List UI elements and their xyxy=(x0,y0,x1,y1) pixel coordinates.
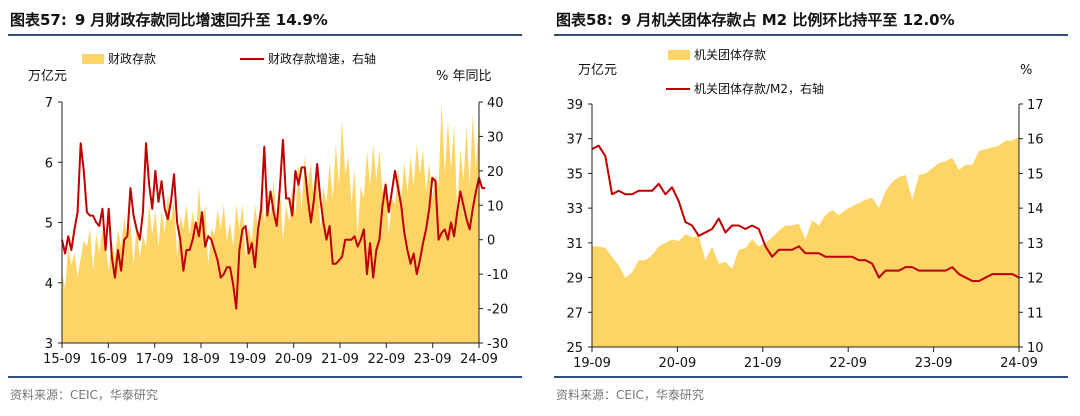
right-tick-label: 20 xyxy=(487,165,504,180)
left-tick-label: 6 xyxy=(45,156,53,171)
x-tick-label: 23-09 xyxy=(915,356,953,371)
x-tick-label: 18-09 xyxy=(182,352,220,367)
chart-panel-institution-deposits: 图表58: 9 月机关团体存款占 M2 比例环比持平至 12.0% 25 27 29 3… xyxy=(546,0,1078,416)
left-tick-label: 29 xyxy=(566,272,583,287)
right-tick-label: 40 xyxy=(487,96,504,111)
x-tick-label: 15-09 xyxy=(43,352,81,367)
left-tick-label: 7 xyxy=(45,96,53,111)
left-tick-label: 25 xyxy=(566,341,583,356)
left-tick-label: 35 xyxy=(566,167,583,182)
left-tick-label: 31 xyxy=(566,237,583,252)
right-tick-label: -30 xyxy=(487,337,508,352)
left-tick-label: 27 xyxy=(566,306,583,321)
right-tick-label: 16 xyxy=(1027,133,1044,148)
chart-svg: 3 4 5 6 7 -30 -20 -10 0 10 20 30 40 15-09 16-09 17-09 18… xyxy=(28,51,508,367)
source-rule xyxy=(554,376,1068,378)
right-tick-label: 30 xyxy=(487,130,504,145)
left-axis-unit: 万亿元 xyxy=(578,63,617,78)
left-axis-unit: 万亿元 xyxy=(28,69,67,84)
series-area xyxy=(62,102,479,343)
left-tick-label: 3 xyxy=(45,337,53,352)
right-tick-label: 17 xyxy=(1027,98,1044,113)
left-tick-label: 33 xyxy=(566,202,583,217)
x-tick-label: 21-09 xyxy=(321,352,359,367)
right-tick-label: 0 xyxy=(487,234,495,249)
right-axis-unit: % 年同比 xyxy=(436,69,492,84)
right-tick-label: 12 xyxy=(1027,272,1044,287)
title-rule xyxy=(554,34,1068,36)
series-line xyxy=(61,138,486,310)
x-tick-label: 24-09 xyxy=(1000,356,1038,371)
x-tick-label: 21-09 xyxy=(744,356,782,371)
x-tick-label: 19-09 xyxy=(573,356,611,371)
title-rule xyxy=(8,34,522,36)
x-tick-label: 22-09 xyxy=(367,352,405,367)
right-tick-label: 11 xyxy=(1027,306,1044,321)
source-note: 资料来源：CEIC，华泰研究 xyxy=(10,388,158,402)
right-tick-label: 14 xyxy=(1027,202,1044,217)
right-tick-label: -10 xyxy=(487,268,508,283)
left-tick-label: 37 xyxy=(566,133,583,148)
source-note: 资料来源：CEIC，华泰研究 xyxy=(556,388,704,402)
left-tick-label: 4 xyxy=(45,277,53,292)
legend-swatch-area xyxy=(82,54,104,64)
right-tick-label: 15 xyxy=(1027,167,1044,182)
right-tick-label: 10 xyxy=(487,199,504,214)
left-tick-label: 5 xyxy=(45,217,53,232)
source-rule xyxy=(8,376,522,378)
legend-label-line: 财政存款增速，右轴 xyxy=(268,51,376,66)
right-axis-unit: % xyxy=(1020,63,1032,78)
right-tick-label: 13 xyxy=(1027,237,1044,252)
right-tick-label: 10 xyxy=(1027,341,1044,356)
series-area xyxy=(592,136,1019,347)
x-tick-label: 20-09 xyxy=(659,356,697,371)
legend-label-area: 机关团体存款 xyxy=(694,48,766,62)
right-tick-label: -20 xyxy=(487,303,508,318)
x-tick-label: 19-09 xyxy=(228,352,266,367)
x-tick-label: 24-09 xyxy=(460,352,498,367)
x-tick-label: 16-09 xyxy=(89,352,127,367)
x-tick-label: 20-09 xyxy=(275,352,313,367)
legend-swatch-area xyxy=(668,50,690,60)
chart-title: 图表57: 9 月财政存款同比增速回升至 14.9% xyxy=(10,11,328,29)
x-tick-label: 17-09 xyxy=(136,352,174,367)
chart-svg: 25 27 29 31 33 35 37 39 10 11 12 13 14 15 16 17 19-09 20-… xyxy=(566,48,1044,371)
chart-title: 图表58: 9 月机关团体存款占 M2 比例环比持平至 12.0% xyxy=(556,11,955,29)
series-line xyxy=(591,144,1020,283)
chart-panel-fiscal-deposits: 图表57: 9 月财政存款同比增速回升至 14.9% 3 4 5 6 7 -30 -20 -10… xyxy=(0,0,532,416)
legend-label-area: 财政存款 xyxy=(108,52,156,66)
legend-label-line: 机关团体存款/M2，右轴 xyxy=(694,81,824,96)
left-tick-label: 39 xyxy=(566,98,583,113)
x-tick-label: 23-09 xyxy=(414,352,452,367)
x-tick-label: 22-09 xyxy=(829,356,867,371)
